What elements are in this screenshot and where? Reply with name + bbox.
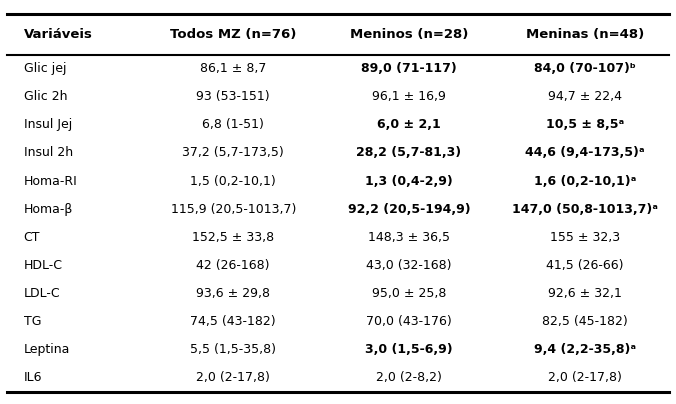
- Text: 6,0 ± 2,1: 6,0 ± 2,1: [377, 118, 441, 131]
- Text: 155 ± 32,3: 155 ± 32,3: [550, 231, 620, 244]
- Text: 96,1 ± 16,9: 96,1 ± 16,9: [372, 90, 446, 103]
- Text: HDL-C: HDL-C: [24, 259, 63, 272]
- Text: 28,2 (5,7-81,3): 28,2 (5,7-81,3): [356, 146, 462, 160]
- Text: Meninas (n=48): Meninas (n=48): [526, 28, 644, 41]
- Text: 1,6 (0,2-10,1)ᵃ: 1,6 (0,2-10,1)ᵃ: [533, 175, 636, 187]
- Text: TG: TG: [24, 315, 41, 328]
- Text: Glic jej: Glic jej: [24, 62, 66, 75]
- Text: 148,3 ± 36,5: 148,3 ± 36,5: [368, 231, 450, 244]
- Text: 74,5 (43-182): 74,5 (43-182): [191, 315, 276, 328]
- Text: 2,0 (2-17,8): 2,0 (2-17,8): [196, 371, 270, 384]
- Text: 82,5 (45-182): 82,5 (45-182): [542, 315, 627, 328]
- Text: 37,2 (5,7-173,5): 37,2 (5,7-173,5): [183, 146, 284, 160]
- Text: 6,8 (1-51): 6,8 (1-51): [202, 118, 264, 131]
- Text: 89,0 (71-117): 89,0 (71-117): [361, 62, 457, 75]
- Text: 70,0 (43-176): 70,0 (43-176): [366, 315, 452, 328]
- Text: 92,2 (20,5-194,9): 92,2 (20,5-194,9): [347, 203, 470, 216]
- Text: Insul 2h: Insul 2h: [24, 146, 73, 160]
- Text: 84,0 (70-107)ᵇ: 84,0 (70-107)ᵇ: [534, 62, 635, 75]
- Text: 147,0 (50,8-1013,7)ᵃ: 147,0 (50,8-1013,7)ᵃ: [512, 203, 658, 216]
- Text: 93,6 ± 29,8: 93,6 ± 29,8: [196, 287, 270, 300]
- Text: 3,0 (1,5-6,9): 3,0 (1,5-6,9): [365, 343, 453, 356]
- Text: 86,1 ± 8,7: 86,1 ± 8,7: [200, 62, 266, 75]
- Text: 41,5 (26-66): 41,5 (26-66): [546, 259, 623, 272]
- Text: 44,6 (9,4-173,5)ᵃ: 44,6 (9,4-173,5)ᵃ: [525, 146, 644, 160]
- Text: Leptina: Leptina: [24, 343, 70, 356]
- Text: Meninos (n=28): Meninos (n=28): [349, 28, 468, 41]
- Text: 9,4 (2,2-35,8)ᵃ: 9,4 (2,2-35,8)ᵃ: [533, 343, 636, 356]
- Text: LDL-C: LDL-C: [24, 287, 60, 300]
- Text: Todos MZ (n=76): Todos MZ (n=76): [170, 28, 296, 41]
- Text: 10,5 ± 8,5ᵃ: 10,5 ± 8,5ᵃ: [546, 118, 624, 131]
- Text: Homa-β: Homa-β: [24, 203, 73, 216]
- Text: 95,0 ± 25,8: 95,0 ± 25,8: [372, 287, 446, 300]
- Text: 1,5 (0,2-10,1): 1,5 (0,2-10,1): [191, 175, 276, 187]
- Text: Homa-RI: Homa-RI: [24, 175, 78, 187]
- Text: IL6: IL6: [24, 371, 42, 384]
- Text: 115,9 (20,5-1013,7): 115,9 (20,5-1013,7): [170, 203, 296, 216]
- Text: 1,3 (0,4-2,9): 1,3 (0,4-2,9): [365, 175, 453, 187]
- Text: 92,6 ± 32,1: 92,6 ± 32,1: [548, 287, 622, 300]
- Text: 2,0 (2-17,8): 2,0 (2-17,8): [548, 371, 622, 384]
- Text: CT: CT: [24, 231, 40, 244]
- Text: Variáveis: Variáveis: [24, 28, 93, 41]
- Text: 94,7 ± 22,4: 94,7 ± 22,4: [548, 90, 622, 103]
- Text: 43,0 (32-168): 43,0 (32-168): [366, 259, 452, 272]
- Text: 42 (26-168): 42 (26-168): [197, 259, 270, 272]
- Text: 5,5 (1,5-35,8): 5,5 (1,5-35,8): [190, 343, 276, 356]
- Text: 152,5 ± 33,8: 152,5 ± 33,8: [192, 231, 274, 244]
- Text: Insul Jej: Insul Jej: [24, 118, 72, 131]
- Text: Glic 2h: Glic 2h: [24, 90, 67, 103]
- Text: 93 (53-151): 93 (53-151): [197, 90, 270, 103]
- Text: 2,0 (2-8,2): 2,0 (2-8,2): [376, 371, 442, 384]
